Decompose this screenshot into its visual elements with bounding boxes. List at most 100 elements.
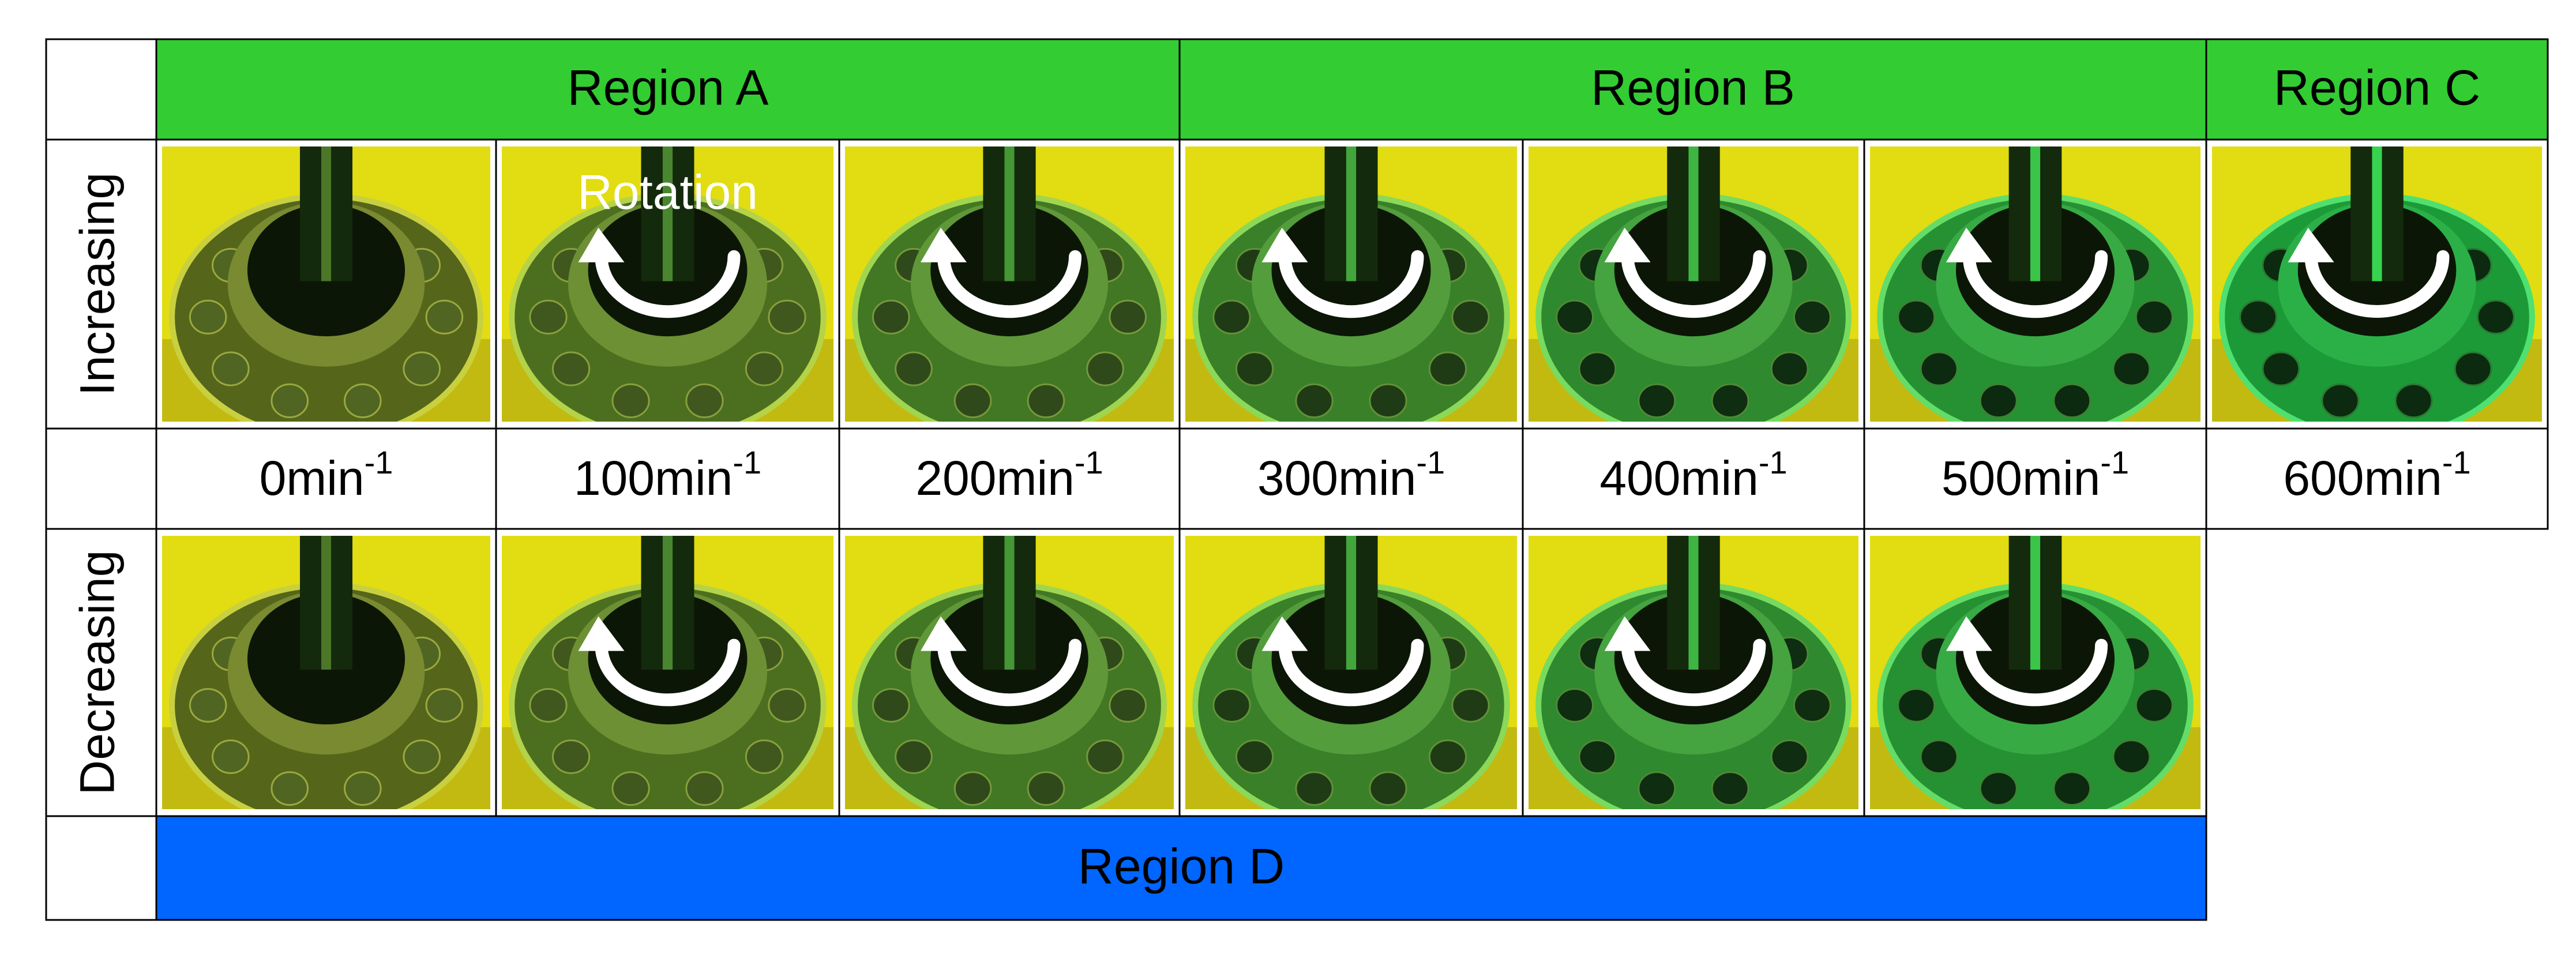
shaft-highlight xyxy=(662,536,673,670)
hole xyxy=(1578,351,1617,386)
photo: Rotation xyxy=(502,146,833,422)
annotation: Rotation xyxy=(577,165,758,219)
hole xyxy=(953,771,992,806)
hole xyxy=(1027,771,1065,806)
photo xyxy=(2212,146,2542,422)
speed-label: 500min-1 xyxy=(1942,444,2129,505)
hole xyxy=(1711,383,1749,419)
rotation-arrow xyxy=(595,250,741,318)
shaft-highlight xyxy=(1346,536,1357,670)
speed-text: 0min xyxy=(260,451,365,505)
speed-superscript: -1 xyxy=(2100,444,2129,480)
speed-label: 600min-1 xyxy=(2283,444,2470,505)
hole xyxy=(1897,687,1936,723)
hole xyxy=(1428,739,1467,774)
speed-label: 0min-1 xyxy=(260,444,393,505)
region-header xyxy=(155,38,1181,141)
hole xyxy=(2112,739,2151,774)
rotation-arrow xyxy=(2304,250,2450,318)
region-label: Region D xyxy=(1078,839,1285,895)
row-label: Increasing xyxy=(70,172,125,396)
hole xyxy=(1556,687,1594,723)
rotation-arrowhead xyxy=(578,616,625,651)
hole xyxy=(768,299,806,335)
hole xyxy=(529,299,568,335)
rotation-arrow xyxy=(595,638,741,707)
speed-cell xyxy=(1863,427,2207,530)
rotation-arrowhead xyxy=(1946,616,1992,651)
photo xyxy=(1185,146,1517,422)
speed-text: 400min xyxy=(1599,451,1759,505)
rotation-arrowhead xyxy=(1604,616,1651,651)
speed-text: 500min xyxy=(1942,451,2101,505)
hole xyxy=(745,351,784,386)
hole xyxy=(2053,383,2091,419)
photo xyxy=(162,536,490,809)
label-cell xyxy=(45,528,157,817)
hole xyxy=(611,771,650,806)
speed-superscript: -1 xyxy=(1759,444,1788,480)
shaft-highlight xyxy=(1004,146,1015,281)
photo xyxy=(1185,536,1517,809)
hole xyxy=(403,739,441,774)
hole xyxy=(1793,687,1831,723)
hole xyxy=(2135,687,2173,723)
hole xyxy=(1920,739,1958,774)
hole xyxy=(1578,739,1617,774)
hole xyxy=(1212,687,1251,723)
hole xyxy=(1638,771,1676,806)
rotation-arrow xyxy=(1962,250,2108,318)
speed-cell xyxy=(1178,427,1524,530)
photo xyxy=(1870,146,2201,422)
hole xyxy=(1638,383,1676,419)
speed-text: 300min xyxy=(1257,451,1417,505)
hole xyxy=(1086,351,1124,386)
rotation-arrow xyxy=(1278,250,1424,318)
hole xyxy=(271,771,309,806)
region-label: Region A xyxy=(567,61,769,116)
speed-text: 200min xyxy=(915,451,1075,505)
rotation-arrowhead xyxy=(1261,227,1308,262)
hole xyxy=(2135,299,2173,335)
hole xyxy=(1109,687,1147,723)
hole xyxy=(344,383,382,419)
photo xyxy=(1529,536,1858,809)
hole xyxy=(872,687,910,723)
hole xyxy=(1027,383,1065,419)
hole xyxy=(2053,771,2091,806)
shaft-highlight xyxy=(1688,146,1699,281)
photo xyxy=(845,536,1174,809)
hole xyxy=(2262,351,2300,386)
photo xyxy=(162,146,490,422)
rotation-arrow xyxy=(1621,250,1766,318)
hole xyxy=(2476,299,2515,335)
shaft-highlight xyxy=(1004,536,1015,670)
hole xyxy=(895,351,933,386)
hole xyxy=(1556,299,1594,335)
speed-label: 100min-1 xyxy=(574,444,761,505)
shaft-highlight xyxy=(662,146,673,281)
shaft-highlight xyxy=(321,146,332,281)
hole xyxy=(1369,771,1407,806)
rotation-arrow xyxy=(1962,638,2108,707)
hole xyxy=(211,351,250,386)
hole xyxy=(685,771,724,806)
label-cell xyxy=(45,38,157,141)
hole xyxy=(1979,771,2018,806)
hole xyxy=(1109,299,1147,335)
speed-superscript: -1 xyxy=(733,444,761,480)
hole xyxy=(271,383,309,419)
rotation-arrowhead xyxy=(1604,227,1651,262)
hole xyxy=(872,299,910,335)
rotation-arrow xyxy=(937,638,1082,707)
label-cell xyxy=(45,138,157,430)
hole xyxy=(2394,383,2433,419)
rotation-arrowhead xyxy=(578,227,625,262)
photo xyxy=(1529,146,1858,422)
region-footer xyxy=(155,815,2207,921)
speed-text: 600min xyxy=(2283,451,2442,505)
hole xyxy=(953,383,992,419)
hole xyxy=(1897,299,1936,335)
shaft-highlight xyxy=(1688,536,1699,670)
hole xyxy=(611,383,650,419)
